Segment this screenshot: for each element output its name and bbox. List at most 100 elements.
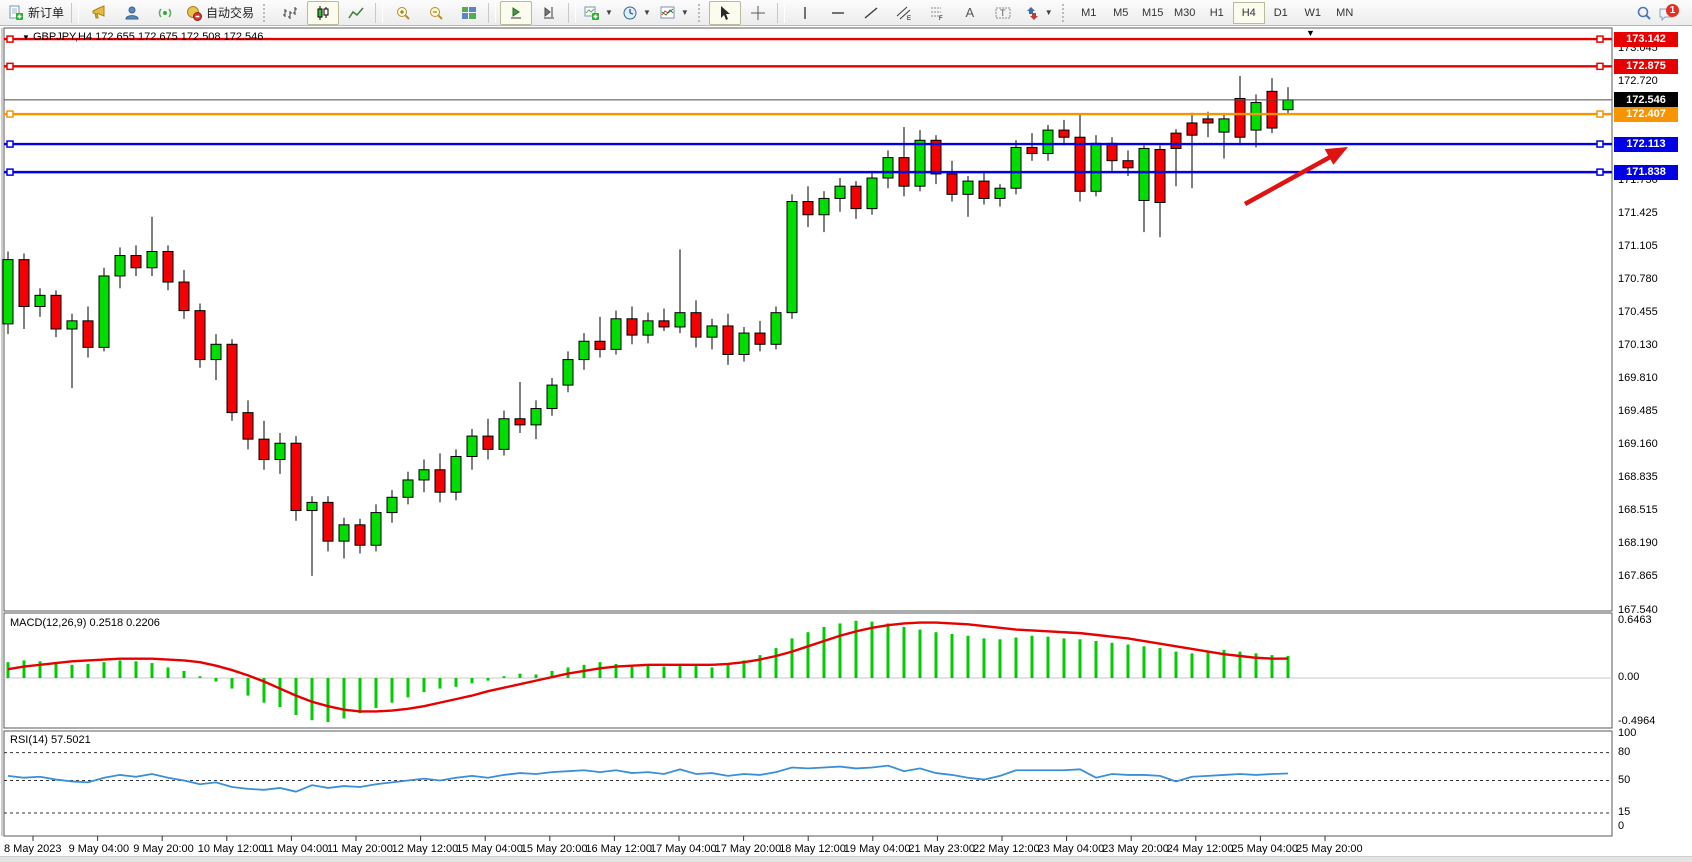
trendline-tool-button[interactable] <box>855 1 887 25</box>
indicators-icon <box>660 6 675 18</box>
market-button[interactable] <box>83 1 115 25</box>
main-panel-frame <box>3 27 1613 612</box>
line-handle[interactable] <box>6 35 14 43</box>
fibonacci-tool-button[interactable]: F <box>921 1 953 25</box>
price-axis-tick: 167.865 <box>1618 570 1658 583</box>
zoom-out-icon <box>430 6 443 20</box>
periods-button[interactable]: ▼ <box>618 1 655 25</box>
bid-price-badge: 172.546 <box>1614 92 1678 108</box>
timeframe-d1-button[interactable]: D1 <box>1273 6 1288 19</box>
notifications-button[interactable]: 1 <box>1658 3 1680 23</box>
symbol-dropdown-arrow: ▼ <box>22 33 30 42</box>
price-line-badge: 171.838 <box>1614 164 1678 180</box>
candle-body-bull <box>706 325 718 338</box>
candle-body-bear <box>658 320 670 328</box>
hline-tool-button[interactable] <box>822 1 854 25</box>
price-axis-tick: 167.540 <box>1618 603 1658 616</box>
candle-body-bull <box>578 340 590 361</box>
svg-text:T: T <box>1000 8 1006 18</box>
autotrading-button[interactable]: 自动交易 <box>182 1 258 25</box>
timeframe-m1-button[interactable]: M1 <box>1081 6 1097 19</box>
rsi-axis-tick: 0 <box>1618 820 1625 832</box>
signal-icon <box>158 8 172 17</box>
svg-text:F: F <box>939 16 943 21</box>
cursor-tool-button[interactable] <box>708 0 741 25</box>
candle-body-bull <box>834 185 846 199</box>
search-icon[interactable] <box>1636 5 1652 21</box>
timeframe-m5-button[interactable]: M5 <box>1113 6 1129 19</box>
line-handle[interactable] <box>1596 110 1604 118</box>
candle-body-bear <box>514 418 526 426</box>
line-chart-button[interactable] <box>340 1 372 25</box>
vline-tool-button[interactable] <box>789 1 821 25</box>
candle-body-bear <box>1170 132 1182 149</box>
timeframe-mn-button[interactable]: MN <box>1336 6 1354 19</box>
time-axis-label: 9 May 04:00 <box>68 843 130 855</box>
timeframe-h1-button[interactable]: H1 <box>1209 6 1224 19</box>
arrows-tool-button[interactable]: ▼ <box>1020 1 1057 25</box>
line-handle[interactable] <box>6 168 14 176</box>
line-handle[interactable] <box>6 110 14 118</box>
horn-icon <box>92 4 105 18</box>
candle-body-bull <box>994 187 1006 199</box>
zoom-in-button[interactable] <box>387 1 419 25</box>
line-handle[interactable] <box>1596 140 1604 148</box>
zoom-out-button[interactable] <box>420 1 452 25</box>
text-tool-button[interactable]: A <box>954 1 986 25</box>
candle-body-bull <box>1250 102 1262 131</box>
annotation-arrow-shaft[interactable] <box>1243 154 1334 206</box>
time-axis-label: 25 May 20:00 <box>1296 843 1363 855</box>
candle-body-bull <box>210 343 222 361</box>
tile-windows-button[interactable] <box>453 1 485 25</box>
candle-body-bear <box>1074 136 1086 192</box>
auto-scroll-button[interactable] <box>500 0 533 25</box>
line-handle[interactable] <box>6 140 14 148</box>
candle-body-bull <box>882 157 894 179</box>
channel-tool-button[interactable]: E <box>888 1 920 25</box>
bar-chart-button[interactable] <box>274 1 306 25</box>
dropdown-caret: ▼ <box>680 8 689 17</box>
timeframe-m30-button[interactable]: M30 <box>1174 6 1196 19</box>
line-handle[interactable] <box>1596 35 1604 43</box>
chart-canvas[interactable] <box>0 26 1692 862</box>
window-bottom-edge <box>0 856 1692 862</box>
annotation-arrow-head[interactable] <box>1324 147 1348 165</box>
profile-button[interactable] <box>116 1 148 25</box>
candle-body-bull <box>114 255 126 277</box>
bar-chart-icon <box>283 6 298 19</box>
indicators-button[interactable]: ▼ <box>656 1 693 25</box>
candle-body-bull <box>338 524 350 542</box>
chart-shift-marker[interactable]: ▼ <box>1306 28 1315 38</box>
toolbar-grip <box>697 3 704 22</box>
equidistant-channel-icon: E <box>896 6 911 21</box>
timeframe-w1-button[interactable]: W1 <box>1304 6 1321 19</box>
candle-body-bear <box>594 340 606 350</box>
arrows-icon <box>1026 6 1038 20</box>
line-chart-icon <box>348 7 364 18</box>
new-chart-button[interactable]: ▼ <box>580 1 617 25</box>
line-handle[interactable] <box>1596 168 1604 176</box>
svg-text:E: E <box>907 16 911 21</box>
time-axis-label: 10 May 12:00 <box>197 843 265 855</box>
signals-button[interactable] <box>149 1 181 25</box>
timeframe-h4-button[interactable]: H4 <box>1232 1 1265 24</box>
chart-area[interactable]: ▼ GBPJPY,H4 172.655 172.675 172.508 172.… <box>0 26 1692 862</box>
chart-shift-button[interactable] <box>533 1 565 25</box>
candle-body-bear <box>754 332 766 345</box>
crosshair-tool-button[interactable] <box>742 1 774 25</box>
price-axis-tick: 170.455 <box>1618 306 1658 319</box>
candle-body-bull <box>2 259 14 325</box>
timeframe-m15-button[interactable]: M15 <box>1142 6 1164 19</box>
line-handle[interactable] <box>6 62 14 71</box>
candle-body-bull <box>274 442 286 461</box>
candlestick-chart-button[interactable] <box>307 0 340 25</box>
candle-body-bull <box>610 318 622 350</box>
text-label-tool-button[interactable]: T <box>987 1 1019 25</box>
time-axis-label: 16 May 12:00 <box>585 843 653 855</box>
new-order-button[interactable]: 新订单 <box>4 1 68 25</box>
candle-body-bear <box>1122 160 1134 169</box>
line-handle[interactable] <box>1596 62 1604 71</box>
time-axis-label: 15 May 04:00 <box>456 843 523 855</box>
price-line-badge: 172.875 <box>1614 58 1678 74</box>
candle-body-bull <box>530 408 542 426</box>
